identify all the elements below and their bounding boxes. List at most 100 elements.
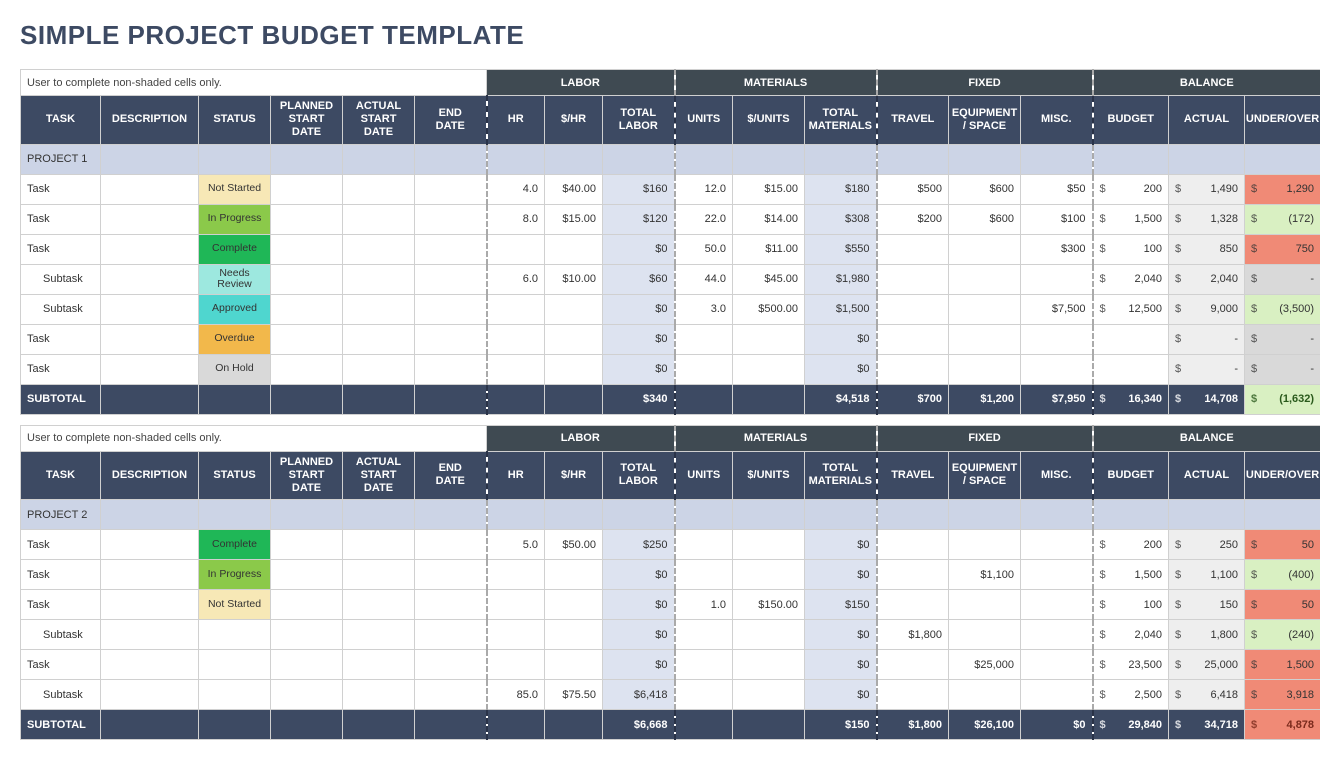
unit-rate: $15.00: [733, 174, 805, 204]
col-header: ACTUAL STARTDATE: [343, 96, 415, 145]
st-tl: $6,668: [603, 710, 675, 740]
budget: $1,500: [1093, 560, 1169, 590]
unit-rate: [733, 354, 805, 384]
end-date: [415, 204, 487, 234]
equipment: $1,100: [949, 560, 1021, 590]
under-over: $50: [1245, 590, 1320, 620]
equipment: [949, 530, 1021, 560]
rate: $50.00: [545, 530, 603, 560]
page-title: SIMPLE PROJECT BUDGET TEMPLATE: [20, 20, 1300, 51]
actual: $1,100: [1169, 560, 1245, 590]
end-date: [415, 294, 487, 324]
table-row: TaskNot Started4.0$40.00$16012.0$15.00$1…: [21, 174, 1320, 204]
table-row: Task$0$0$25,000$23,500$25,000$1,500: [21, 650, 1320, 680]
travel: [877, 560, 949, 590]
planned-start: [271, 324, 343, 354]
col-header: TOTALLABOR: [603, 451, 675, 500]
subtotal-empty: [199, 384, 271, 414]
budget: $200: [1093, 530, 1169, 560]
hr: [487, 234, 545, 264]
project-cell: [877, 500, 949, 530]
group-header-fixed: FIXED: [877, 70, 1093, 96]
total-labor: $6,418: [603, 680, 675, 710]
description-cell: [101, 264, 199, 294]
budget: $2,040: [1093, 264, 1169, 294]
project-cell: [1245, 500, 1320, 530]
total-materials: $308: [805, 204, 877, 234]
under-over: $(400): [1245, 560, 1320, 590]
travel: $500: [877, 174, 949, 204]
st-tl: $340: [603, 384, 675, 414]
col-header: STATUS: [199, 451, 271, 500]
description-cell: [101, 324, 199, 354]
equipment: [949, 234, 1021, 264]
travel: $1,800: [877, 620, 949, 650]
total-materials: $150: [805, 590, 877, 620]
misc: [1021, 680, 1093, 710]
col-header: MISC.: [1021, 96, 1093, 145]
rate: [545, 354, 603, 384]
task-name: Subtask: [21, 680, 101, 710]
table-row: TaskComplete$050.0$11.00$550$300$100$850…: [21, 234, 1320, 264]
col-header: DESCRIPTION: [101, 451, 199, 500]
col-header: ACTUAL STARTDATE: [343, 451, 415, 500]
total-materials: $0: [805, 324, 877, 354]
col-header: TOTALMATERIALS: [805, 96, 877, 145]
table-row: TaskOverdue$0$0$-$-: [21, 324, 1320, 354]
col-header: $/HR: [545, 96, 603, 145]
col-header: TOTALMATERIALS: [805, 451, 877, 500]
project-cell: [271, 144, 343, 174]
task-name: Task: [21, 530, 101, 560]
total-labor: $0: [603, 590, 675, 620]
subtotal-empty: [343, 384, 415, 414]
end-date: [415, 530, 487, 560]
col-header: UNITS: [675, 451, 733, 500]
col-header: UNDER/OVER: [1245, 96, 1320, 145]
hr: 6.0: [487, 264, 545, 294]
misc: $7,500: [1021, 294, 1093, 324]
units: [675, 560, 733, 590]
equipment: $25,000: [949, 650, 1021, 680]
planned-start: [271, 204, 343, 234]
planned-start: [271, 650, 343, 680]
status-cell: [199, 620, 271, 650]
end-date: [415, 560, 487, 590]
rate: [545, 590, 603, 620]
group-header-materials: MATERIALS: [675, 70, 877, 96]
total-materials: $0: [805, 560, 877, 590]
total-materials: $0: [805, 620, 877, 650]
status-cell: Overdue: [199, 324, 271, 354]
unit-rate: [733, 680, 805, 710]
group-header-balance: BALANCE: [1093, 425, 1320, 451]
under-over: $3,918: [1245, 680, 1320, 710]
project-cell: [733, 500, 805, 530]
rate: [545, 294, 603, 324]
planned-start: [271, 354, 343, 384]
table-row: TaskIn Progress$0$0$1,100$1,500$1,100$(4…: [21, 560, 1320, 590]
subtotal-empty: [415, 384, 487, 414]
table-row: SubtaskApproved$03.0$500.00$1,500$7,500$…: [21, 294, 1320, 324]
end-date: [415, 680, 487, 710]
end-date: [415, 324, 487, 354]
rate: $10.00: [545, 264, 603, 294]
group-header-labor: LABOR: [487, 425, 675, 451]
misc: [1021, 354, 1093, 384]
actual-start: [343, 354, 415, 384]
table-row: TaskComplete5.0$50.00$250$0$200$250$50: [21, 530, 1320, 560]
description-cell: [101, 354, 199, 384]
status-cell: In Progress: [199, 204, 271, 234]
table-row: TaskNot Started$01.0$150.00$150$100$150$…: [21, 590, 1320, 620]
col-header: $/UNITS: [733, 451, 805, 500]
description-cell: [101, 680, 199, 710]
project-cell: [199, 144, 271, 174]
col-header: TASK: [21, 96, 101, 145]
st-tm: $4,518: [805, 384, 877, 414]
project-cell: [343, 500, 415, 530]
planned-start: [271, 680, 343, 710]
units: 3.0: [675, 294, 733, 324]
description-cell: [101, 204, 199, 234]
under-over: $(3,500): [1245, 294, 1320, 324]
actual-start: [343, 650, 415, 680]
end-date: [415, 590, 487, 620]
actual: $1,800: [1169, 620, 1245, 650]
